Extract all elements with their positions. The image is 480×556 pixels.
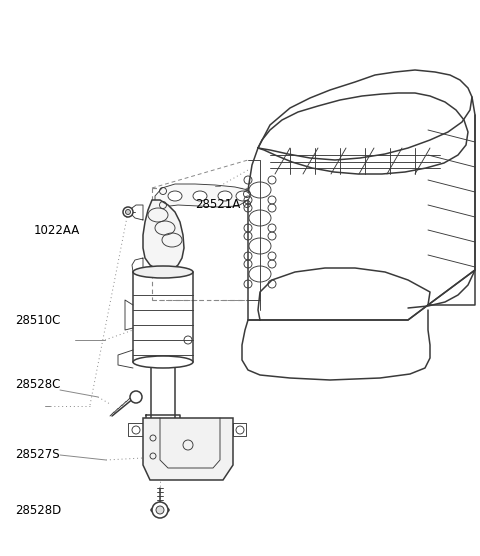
Circle shape	[130, 391, 142, 403]
Circle shape	[152, 502, 168, 518]
Polygon shape	[143, 418, 233, 480]
Text: 28527S: 28527S	[15, 449, 60, 461]
Polygon shape	[155, 184, 248, 210]
Ellipse shape	[133, 356, 193, 368]
Text: 1022AA: 1022AA	[34, 224, 80, 236]
Ellipse shape	[236, 191, 250, 201]
Circle shape	[123, 207, 133, 217]
Circle shape	[156, 506, 164, 514]
Ellipse shape	[218, 191, 232, 201]
Text: 28528D: 28528D	[15, 504, 61, 517]
Text: 28510C: 28510C	[15, 314, 60, 326]
Text: 28521A: 28521A	[195, 198, 240, 211]
Ellipse shape	[168, 191, 182, 201]
Ellipse shape	[133, 266, 193, 278]
Text: 28528C: 28528C	[15, 379, 60, 391]
Ellipse shape	[193, 191, 207, 201]
Circle shape	[125, 210, 131, 215]
Polygon shape	[143, 200, 184, 272]
